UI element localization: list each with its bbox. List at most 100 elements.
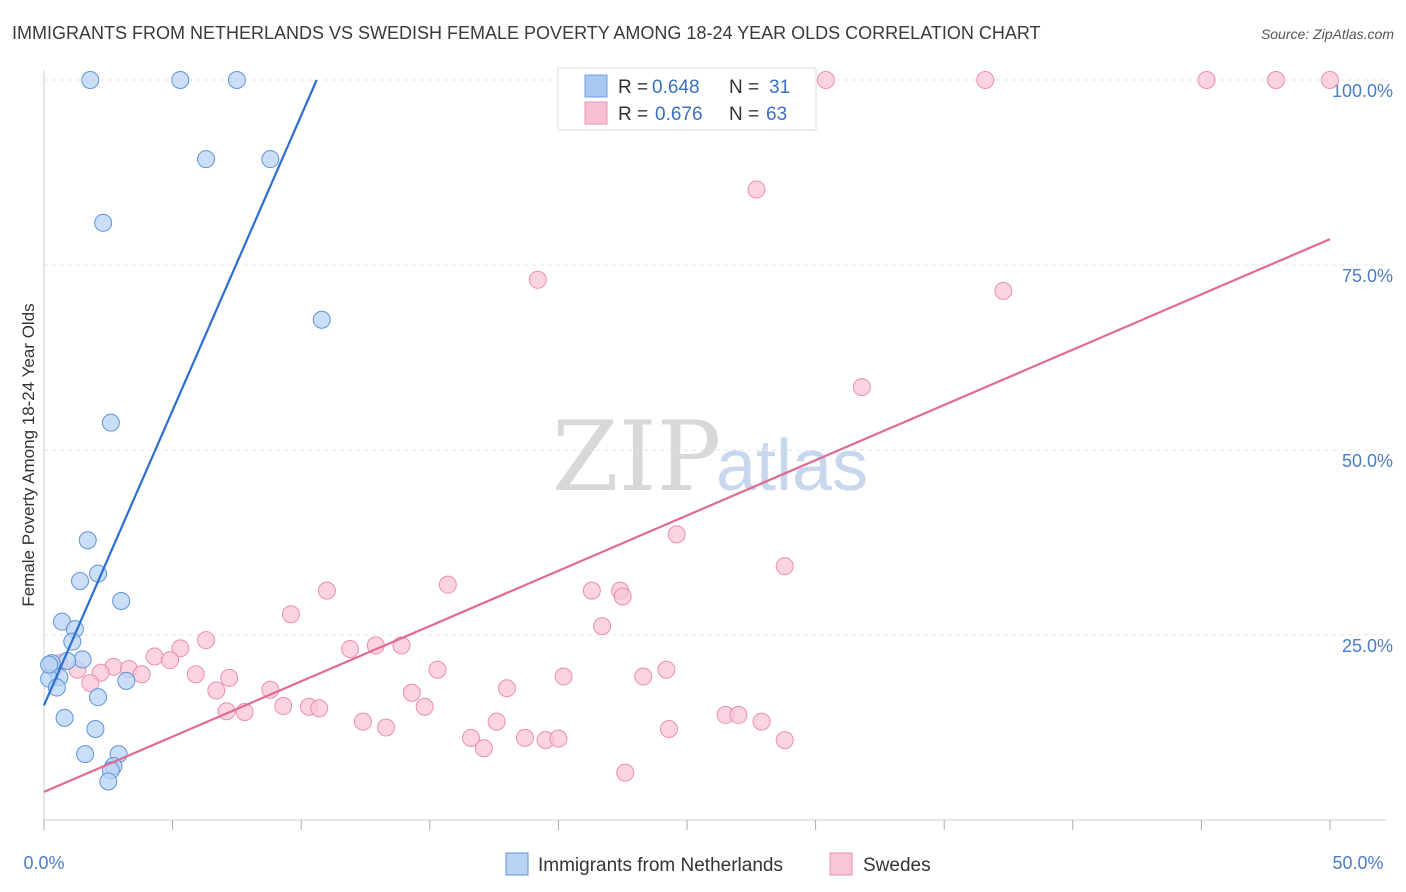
trendline-swedes xyxy=(43,238,1331,793)
x-tick-label-min: 0.0% xyxy=(23,853,64,873)
point-swedes-61 xyxy=(616,763,635,782)
point-swedes-54 xyxy=(659,719,678,738)
point-netherlands-23 xyxy=(55,708,74,727)
watermark-zip: ZIP xyxy=(552,401,721,513)
legend-r-value-netherlands: 0.648 xyxy=(652,77,700,98)
legend-swatch-netherlands xyxy=(584,74,608,98)
zipatlas-watermark: ZIP atlas xyxy=(552,401,868,513)
point-swedes-45 xyxy=(415,697,434,716)
point-swedes-18 xyxy=(197,631,216,650)
point-swedes-17 xyxy=(593,617,612,636)
point-netherlands-5 xyxy=(94,213,113,232)
point-netherlands-22 xyxy=(89,688,108,707)
point-swedes-11 xyxy=(438,575,457,594)
legend-swatch-swedes xyxy=(584,101,608,125)
point-netherlands-29 xyxy=(99,772,118,791)
point-swedes-0 xyxy=(816,71,835,89)
legend-n-label-swedes: N = xyxy=(729,104,759,125)
x-tick-label-max: 50.0% xyxy=(1332,853,1383,873)
point-swedes-55 xyxy=(461,728,480,747)
legend-n-value-swedes: 63 xyxy=(766,104,787,125)
point-netherlands-11 xyxy=(112,591,131,610)
y-tick-label-75: 75.0% xyxy=(1342,266,1393,286)
point-swedes-49 xyxy=(729,705,748,724)
point-netherlands-0 xyxy=(81,71,100,89)
point-swedes-39 xyxy=(207,681,226,700)
y-axis-title: Female Poverty Among 18-24 Year Olds xyxy=(19,303,38,606)
point-swedes-5 xyxy=(747,180,766,199)
point-swedes-2 xyxy=(1197,71,1216,89)
point-swedes-16 xyxy=(281,605,300,624)
point-netherlands-10 xyxy=(71,571,90,590)
point-netherlands-25 xyxy=(76,745,95,764)
point-swedes-7 xyxy=(994,281,1013,300)
point-swedes-30 xyxy=(132,665,151,684)
point-swedes-24 xyxy=(161,651,180,670)
gridlines xyxy=(44,79,1386,636)
point-netherlands-2 xyxy=(227,71,246,89)
point-swedes-59 xyxy=(775,731,794,750)
point-swedes-34 xyxy=(634,667,653,686)
point-swedes-32 xyxy=(428,660,447,679)
point-swedes-20 xyxy=(341,640,360,659)
point-swedes-56 xyxy=(515,728,534,747)
series-legend-swatch-netherlands xyxy=(505,852,529,876)
chart-source: Source: ZipAtlas.com xyxy=(1261,26,1394,42)
point-netherlands-15 xyxy=(73,650,92,669)
chart-title: IMMIGRANTS FROM NETHERLANDS VS SWEDISH F… xyxy=(12,23,1041,43)
point-swedes-37 xyxy=(81,674,100,693)
point-netherlands-1 xyxy=(171,71,190,89)
series-legend-label-netherlands: Immigrants from Netherlands xyxy=(538,855,783,876)
point-netherlands-7 xyxy=(101,413,120,432)
point-swedes-4 xyxy=(1321,71,1339,89)
point-swedes-51 xyxy=(487,712,506,731)
point-swedes-58 xyxy=(549,729,568,748)
point-swedes-6 xyxy=(528,270,547,289)
legend-n-value-netherlands: 31 xyxy=(769,77,790,98)
point-swedes-42 xyxy=(274,697,293,716)
point-swedes-8 xyxy=(852,378,871,397)
point-swedes-10 xyxy=(775,557,794,576)
x-axis-ticks xyxy=(43,820,1331,830)
point-netherlands-30 xyxy=(40,655,59,674)
point-netherlands-8 xyxy=(78,531,97,550)
series-legend: Immigrants from Netherlands Swedes xyxy=(505,852,931,876)
point-swedes-60 xyxy=(474,739,493,758)
point-swedes-12 xyxy=(317,581,336,600)
point-swedes-19 xyxy=(171,639,190,658)
point-swedes-41 xyxy=(497,679,516,698)
point-swedes-53 xyxy=(377,718,396,737)
point-netherlands-4 xyxy=(261,150,280,169)
series-legend-swatch-swedes xyxy=(829,852,853,876)
y-tick-label-25: 25.0% xyxy=(1342,636,1393,656)
point-swedes-9 xyxy=(667,525,686,544)
point-swedes-33 xyxy=(554,667,573,686)
series-legend-label-swedes: Swedes xyxy=(863,855,931,876)
trendline-netherlands xyxy=(42,79,318,706)
point-swedes-52 xyxy=(752,712,771,731)
point-swedes-35 xyxy=(657,660,676,679)
legend-r-label-netherlands: R = xyxy=(618,77,648,98)
y-tick-label-50: 50.0% xyxy=(1342,451,1393,471)
point-netherlands-24 xyxy=(86,719,105,738)
correlation-legend: R = 0.648 N = 31 R = 0.676 N = 63 xyxy=(557,67,817,131)
point-swedes-15 xyxy=(613,587,632,606)
point-swedes-13 xyxy=(582,581,601,600)
point-swedes-23 xyxy=(145,647,164,666)
y-tick-label-100: 100.0% xyxy=(1332,81,1393,101)
legend-n-label-netherlands: N = xyxy=(729,77,759,98)
y-axis-tick-labels: 25.0% 50.0% 75.0% 100.0% xyxy=(1332,81,1393,656)
legend-r-value-swedes: 0.676 xyxy=(655,104,703,125)
data-points xyxy=(40,71,1339,791)
point-swedes-1 xyxy=(976,71,995,89)
point-swedes-40 xyxy=(402,683,421,702)
point-swedes-36 xyxy=(220,668,239,687)
point-netherlands-6 xyxy=(312,310,331,329)
point-swedes-22 xyxy=(392,636,411,655)
point-swedes-31 xyxy=(186,665,205,684)
trendlines xyxy=(42,79,1331,793)
point-netherlands-20 xyxy=(117,671,136,690)
point-swedes-3 xyxy=(1266,71,1285,89)
legend-r-label-swedes: R = xyxy=(618,104,648,125)
